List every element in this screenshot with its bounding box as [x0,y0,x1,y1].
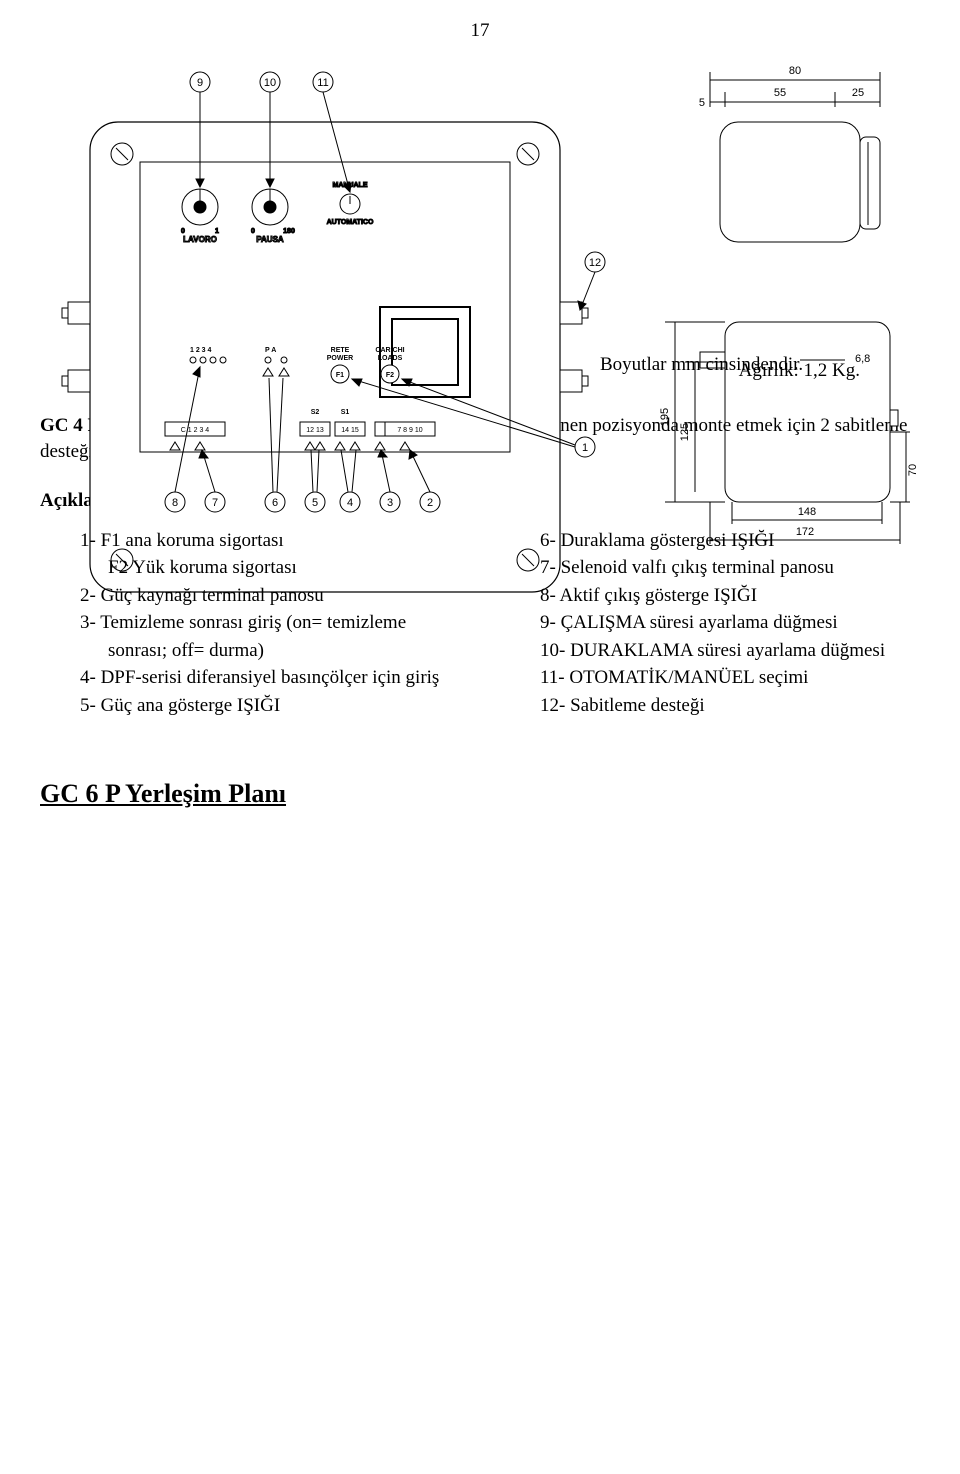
svg-text:12: 12 [589,257,601,269]
list-item: 7- Selenoid valfı çıkış terminal panosu [540,554,920,582]
svg-text:LAVORO: LAVORO [183,235,217,244]
svg-text:11: 11 [317,77,328,89]
svg-text:0: 0 [251,228,255,235]
svg-text:S2: S2 [311,409,320,416]
svg-text:PAUSA: PAUSA [256,235,284,244]
svg-text:LOADS: LOADS [378,355,403,362]
svg-text:F1: F1 [336,372,344,379]
right-column: 6- Duraklama göstergesi IŞIĞI7- Selenoid… [500,527,920,720]
list-item: 8- Aktif çıkış gösterge IŞIĞI [540,582,920,610]
svg-text:S1: S1 [341,409,350,416]
svg-text:55: 55 [774,87,786,99]
svg-text:7 8 9 10: 7 8 9 10 [397,427,422,434]
svg-text:1: 1 [582,442,588,454]
svg-text:80: 80 [789,65,801,77]
svg-text:AUTOMATICO: AUTOMATICO [327,219,374,226]
dimension-note: Boyutlar mm cinsindendir. [600,352,920,378]
svg-text:3: 3 [387,497,393,509]
svg-text:0: 0 [181,228,185,235]
svg-text:70: 70 [907,464,919,476]
left-column: 1- F1 ana koruma sigortasıF2 Yük koruma … [40,527,460,720]
list-item: 10- DURAKLAMA süresi ayarlama düğmesi [540,637,920,665]
svg-text:1 2 3 4: 1 2 3 4 [190,347,212,354]
svg-text:8: 8 [172,497,178,509]
list-subitem: F2 Yük koruma sigortası [80,554,460,582]
list-item: 4- DPF-serisi diferansiyel basınçölçer i… [80,664,460,692]
svg-text:148: 148 [798,506,816,518]
list-item: 11- OTOMATİK/MANÜEL seçimi [540,664,920,692]
svg-text:10: 10 [264,77,276,89]
svg-text:P A: P A [265,347,276,354]
svg-text:1: 1 [215,228,219,235]
svg-text:9: 9 [197,77,203,89]
svg-text:4: 4 [347,497,353,509]
list-item: 2- Güç kaynağı terminal panosu [80,582,460,610]
svg-text:POWER: POWER [327,355,353,362]
svg-text:C 1 2 3 4: C 1 2 3 4 [181,427,210,434]
page-number: 17 [40,20,920,42]
section-title: GC 6 P Yerleşim Planı [40,779,920,809]
list-item: 6- Duraklama göstergesi IŞIĞI [540,527,920,555]
svg-text:CARICHI: CARICHI [375,347,404,354]
svg-text:25: 25 [852,87,864,99]
list-item: 3- Temizleme sonrası giriş (on= temizlem… [80,609,460,664]
svg-text:5: 5 [699,97,705,109]
svg-text:F2: F2 [386,372,394,379]
svg-text:12 13: 12 13 [306,427,324,434]
list-item: 9- ÇALIŞMA süresi ayarlama düğmesi [540,609,920,637]
svg-text:180: 180 [283,228,295,235]
svg-text:7: 7 [212,497,218,509]
svg-text:195: 195 [659,408,671,426]
list-item: 12- Sabitleme desteği [540,692,920,720]
svg-text:14 15: 14 15 [341,427,359,434]
list-item: 1- F1 ana koruma sigortası [80,527,460,555]
svg-text:RETE: RETE [331,347,350,354]
svg-text:5: 5 [312,497,318,509]
svg-text:2: 2 [427,497,433,509]
list-item: 5- Güç ana gösterge IŞIĞI [80,692,460,720]
svg-text:125: 125 [679,423,691,441]
svg-text:6: 6 [272,497,278,509]
